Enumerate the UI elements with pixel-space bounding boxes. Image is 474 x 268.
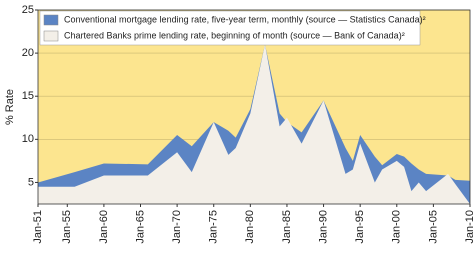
y-tick-label: 5: [28, 176, 34, 188]
x-tick-label: Jan-90: [317, 210, 329, 244]
x-tick-label: Jan-95: [354, 210, 366, 244]
x-tick-label: Jan-55: [61, 210, 73, 244]
legend-box: [39, 10, 421, 46]
x-tick-label: Jan-00: [391, 210, 403, 244]
x-tick-label: Jan-51: [32, 210, 44, 244]
y-tick-label: 10: [22, 133, 34, 145]
x-tick-label: Jan-75: [208, 210, 220, 244]
y-axis-label: % Rate: [4, 89, 16, 125]
x-tick-label: Jan-70: [171, 210, 183, 244]
y-tick-label: 15: [22, 90, 34, 102]
y-tick-label: 20: [22, 47, 34, 59]
x-tick-label: Jan-80: [244, 210, 256, 244]
legend-swatch: [43, 30, 59, 42]
y-tick-label: 25: [22, 4, 34, 16]
x-tick-label: Jan-65: [134, 210, 146, 244]
x-tick-label: Jan-05: [427, 210, 439, 244]
x-tick-label: Jan-10: [464, 210, 474, 244]
plot-frame: [37, 9, 471, 205]
x-tick-label: Jan-85: [281, 210, 293, 244]
legend-label: Chartered Banks prime lending rate, begi…: [64, 30, 405, 40]
legend-label: Conventional mortgage lending rate, five…: [64, 14, 426, 24]
area: [38, 44, 470, 204]
legend-swatch: [43, 14, 59, 26]
x-tick-label: Jan-60: [98, 210, 110, 244]
